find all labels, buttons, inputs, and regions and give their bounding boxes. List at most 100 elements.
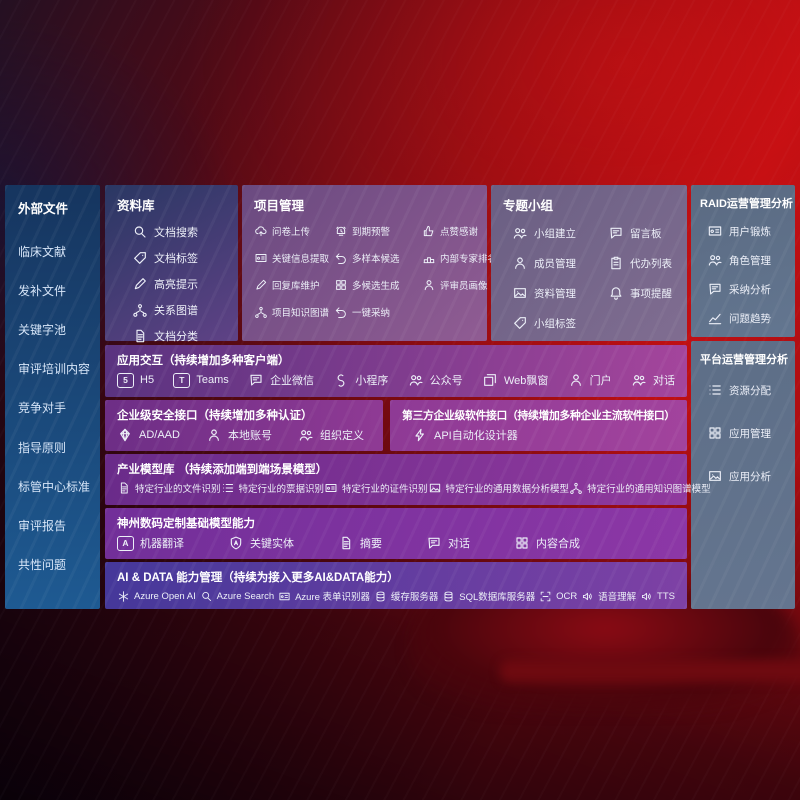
feature-label: 角色管理 xyxy=(729,254,771,267)
feature-item[interactable]: 回复库维护 xyxy=(254,278,334,292)
feature-item[interactable]: TTS xyxy=(640,590,675,603)
band-title: 产业模型库 （持续添加端到端场景模型） xyxy=(117,464,328,476)
band-app-interaction: 应用交互（持续增加多种客户端） 5 H5 T Teams 企业微信 小程序 公众号 Web飘窗… xyxy=(105,345,687,397)
feature-item[interactable]: AD/AAD xyxy=(117,427,180,443)
band-foundation-models: 神州数码定制基础模型能力 A 机器翻译 关键实体 摘要 对话 内容合成 xyxy=(105,508,687,559)
feature-item[interactable]: Web飘窗 xyxy=(482,372,548,388)
feature-item[interactable]: 用户锻炼 xyxy=(707,223,795,239)
panel-special-group: 专题小组 小组建立 留言板 成员管理 代办列表 资料管理 事项提醒 小组标签 xyxy=(491,185,687,341)
feature-item[interactable]: 企业微信 xyxy=(248,372,314,388)
feature-label: AD/AAD xyxy=(139,429,180,441)
feature-item[interactable]: Azure 表单识别器 xyxy=(278,589,370,603)
feature-item[interactable]: SQL数据库服务器 xyxy=(442,589,535,603)
feature-item[interactable]: A 机器翻译 xyxy=(117,535,184,551)
feature-item[interactable]: 对话 xyxy=(631,372,675,388)
feature-item[interactable]: 内容合成 xyxy=(514,535,580,551)
knowledge-graph-model-icon xyxy=(570,482,582,494)
feature-label: 到期预警 xyxy=(352,227,391,238)
app-manage-icon xyxy=(709,427,721,439)
file-recognition-icon xyxy=(120,482,128,494)
feature-item[interactable]: 评审员画像 xyxy=(422,278,497,292)
feature-item[interactable]: OCR xyxy=(539,590,577,603)
feature-label: 评审员画像 xyxy=(440,281,488,292)
feature-item[interactable]: 关键实体 xyxy=(228,535,294,551)
band-title: 第三方企业级软件接口（持续增加多种企业主流软件接口） xyxy=(402,410,675,422)
feature-item[interactable]: 关系图谱 xyxy=(132,302,238,318)
feature-item[interactable]: 5 H5 xyxy=(117,372,154,388)
feature-item[interactable]: 问题趋势 xyxy=(707,310,795,326)
feature-item[interactable]: 文档分类 xyxy=(132,328,238,344)
portal-icon xyxy=(570,374,581,386)
highlight-icon xyxy=(134,278,146,290)
background-red-bar xyxy=(500,660,800,682)
feature-item[interactable]: 问卷上传 xyxy=(254,224,334,238)
library-items: 文档搜索文档标签高亮提示关系图谱文档分类 xyxy=(105,222,238,344)
praise-icon xyxy=(423,225,434,237)
feature-label: SQL数据库服务器 xyxy=(459,592,536,603)
feature-item[interactable]: 组织定义 xyxy=(298,427,364,443)
data-analysis-model-icon xyxy=(429,483,440,493)
feature-item[interactable]: 多候选生成 xyxy=(334,278,422,292)
sidebar-item[interactable]: 审评培训内容 xyxy=(18,362,91,377)
sidebar-item[interactable]: 标管中心标准 xyxy=(18,479,91,494)
sidebar-item[interactable]: 共性问题 xyxy=(18,557,67,572)
feature-label: 项目知识图谱 xyxy=(272,308,330,319)
feature-item[interactable]: 高亮提示 xyxy=(132,276,238,292)
feature-item[interactable]: 内部专家排名 xyxy=(422,251,497,265)
sidebar-item[interactable]: 审评报告 xyxy=(18,518,67,533)
feature-item[interactable]: 特定行业的文件识别 xyxy=(117,481,221,495)
document-category-icon xyxy=(136,329,145,343)
feature-item[interactable]: 缓存服务器 xyxy=(374,589,438,603)
feature-item[interactable]: 特定行业的证件识别 xyxy=(324,481,428,495)
feature-item[interactable]: T Teams xyxy=(173,372,229,388)
feature-item[interactable]: 应用分析 xyxy=(707,468,795,484)
feature-item[interactable]: 文档标签 xyxy=(132,250,238,266)
feature-item[interactable]: 项目知识图谱 xyxy=(254,305,334,319)
feature-item[interactable]: 小组建立 xyxy=(512,225,608,241)
feature-item[interactable]: 成员管理 xyxy=(512,255,608,271)
sidebar-item[interactable]: 竞争对手 xyxy=(18,401,67,416)
form-recognizer-icon xyxy=(279,592,290,600)
project-items: 问卷上传 到期预警 点赞感谢关键信息提取 多样本候选 内部专家排名回复库维护 多候选生成 评… xyxy=(242,222,497,319)
feature-label: 小程序 xyxy=(355,375,389,387)
feature-item[interactable]: 到期预警 xyxy=(334,224,422,238)
feature-item[interactable]: 特定行业的票据识别 xyxy=(221,481,324,495)
feature-item[interactable]: 本地账号 xyxy=(206,427,272,443)
feature-item[interactable]: 公众号 xyxy=(408,372,463,388)
feature-item[interactable]: 资源分配 xyxy=(707,382,795,398)
feature-item[interactable]: 门户 xyxy=(568,372,612,388)
feature-item[interactable]: 小程序 xyxy=(333,372,388,388)
issue-trend-icon xyxy=(708,313,722,325)
feature-item[interactable]: 特定行业的通用数据分析模型 xyxy=(428,481,569,495)
feature-item[interactable]: 关键信息提取 xyxy=(254,251,334,265)
feature-item[interactable]: 摘要 xyxy=(338,535,382,551)
feature-item[interactable]: 特定行业的通用知识图谱模型 xyxy=(569,481,711,495)
feature-item[interactable]: 留言板 xyxy=(608,225,687,241)
feature-item[interactable]: API自动化设计器 xyxy=(412,427,518,443)
panel-title: 项目管理 xyxy=(254,199,305,213)
feature-item[interactable]: 点赞感谢 xyxy=(422,224,497,238)
adoption-analysis-icon xyxy=(709,283,721,295)
feature-label: TTS xyxy=(657,590,675,602)
feature-item[interactable]: 多样本候选 xyxy=(334,251,422,265)
feature-item[interactable]: 对话 xyxy=(426,535,470,551)
feature-item[interactable]: 小组标签 xyxy=(512,315,608,331)
feature-item[interactable]: Azure Search xyxy=(200,590,274,603)
feature-label: 资料管理 xyxy=(534,287,576,300)
sidebar-item[interactable]: 临床文献 xyxy=(18,245,67,260)
feature-item[interactable]: 资料管理 xyxy=(512,285,608,301)
feature-label: 成员管理 xyxy=(534,257,576,270)
feature-item[interactable]: 应用管理 xyxy=(707,425,795,441)
feature-item[interactable]: Azure Open AI xyxy=(117,590,196,603)
sidebar-item[interactable]: 发补文件 xyxy=(18,284,67,299)
sidebar-item[interactable]: 指导原则 xyxy=(18,440,67,455)
feature-label: 多样本候选 xyxy=(352,254,400,265)
sidebar-item[interactable]: 关键字池 xyxy=(18,323,67,338)
feature-item[interactable]: 一键采纳 xyxy=(334,305,422,319)
feature-item[interactable]: 采纳分析 xyxy=(707,281,795,297)
feature-item[interactable]: 代办列表 xyxy=(608,255,687,271)
feature-item[interactable]: 语音理解 xyxy=(581,589,636,603)
feature-item[interactable]: 文档搜索 xyxy=(132,224,238,240)
feature-item[interactable]: 事项提醒 xyxy=(608,285,687,301)
feature-item[interactable]: 角色管理 xyxy=(707,252,795,268)
